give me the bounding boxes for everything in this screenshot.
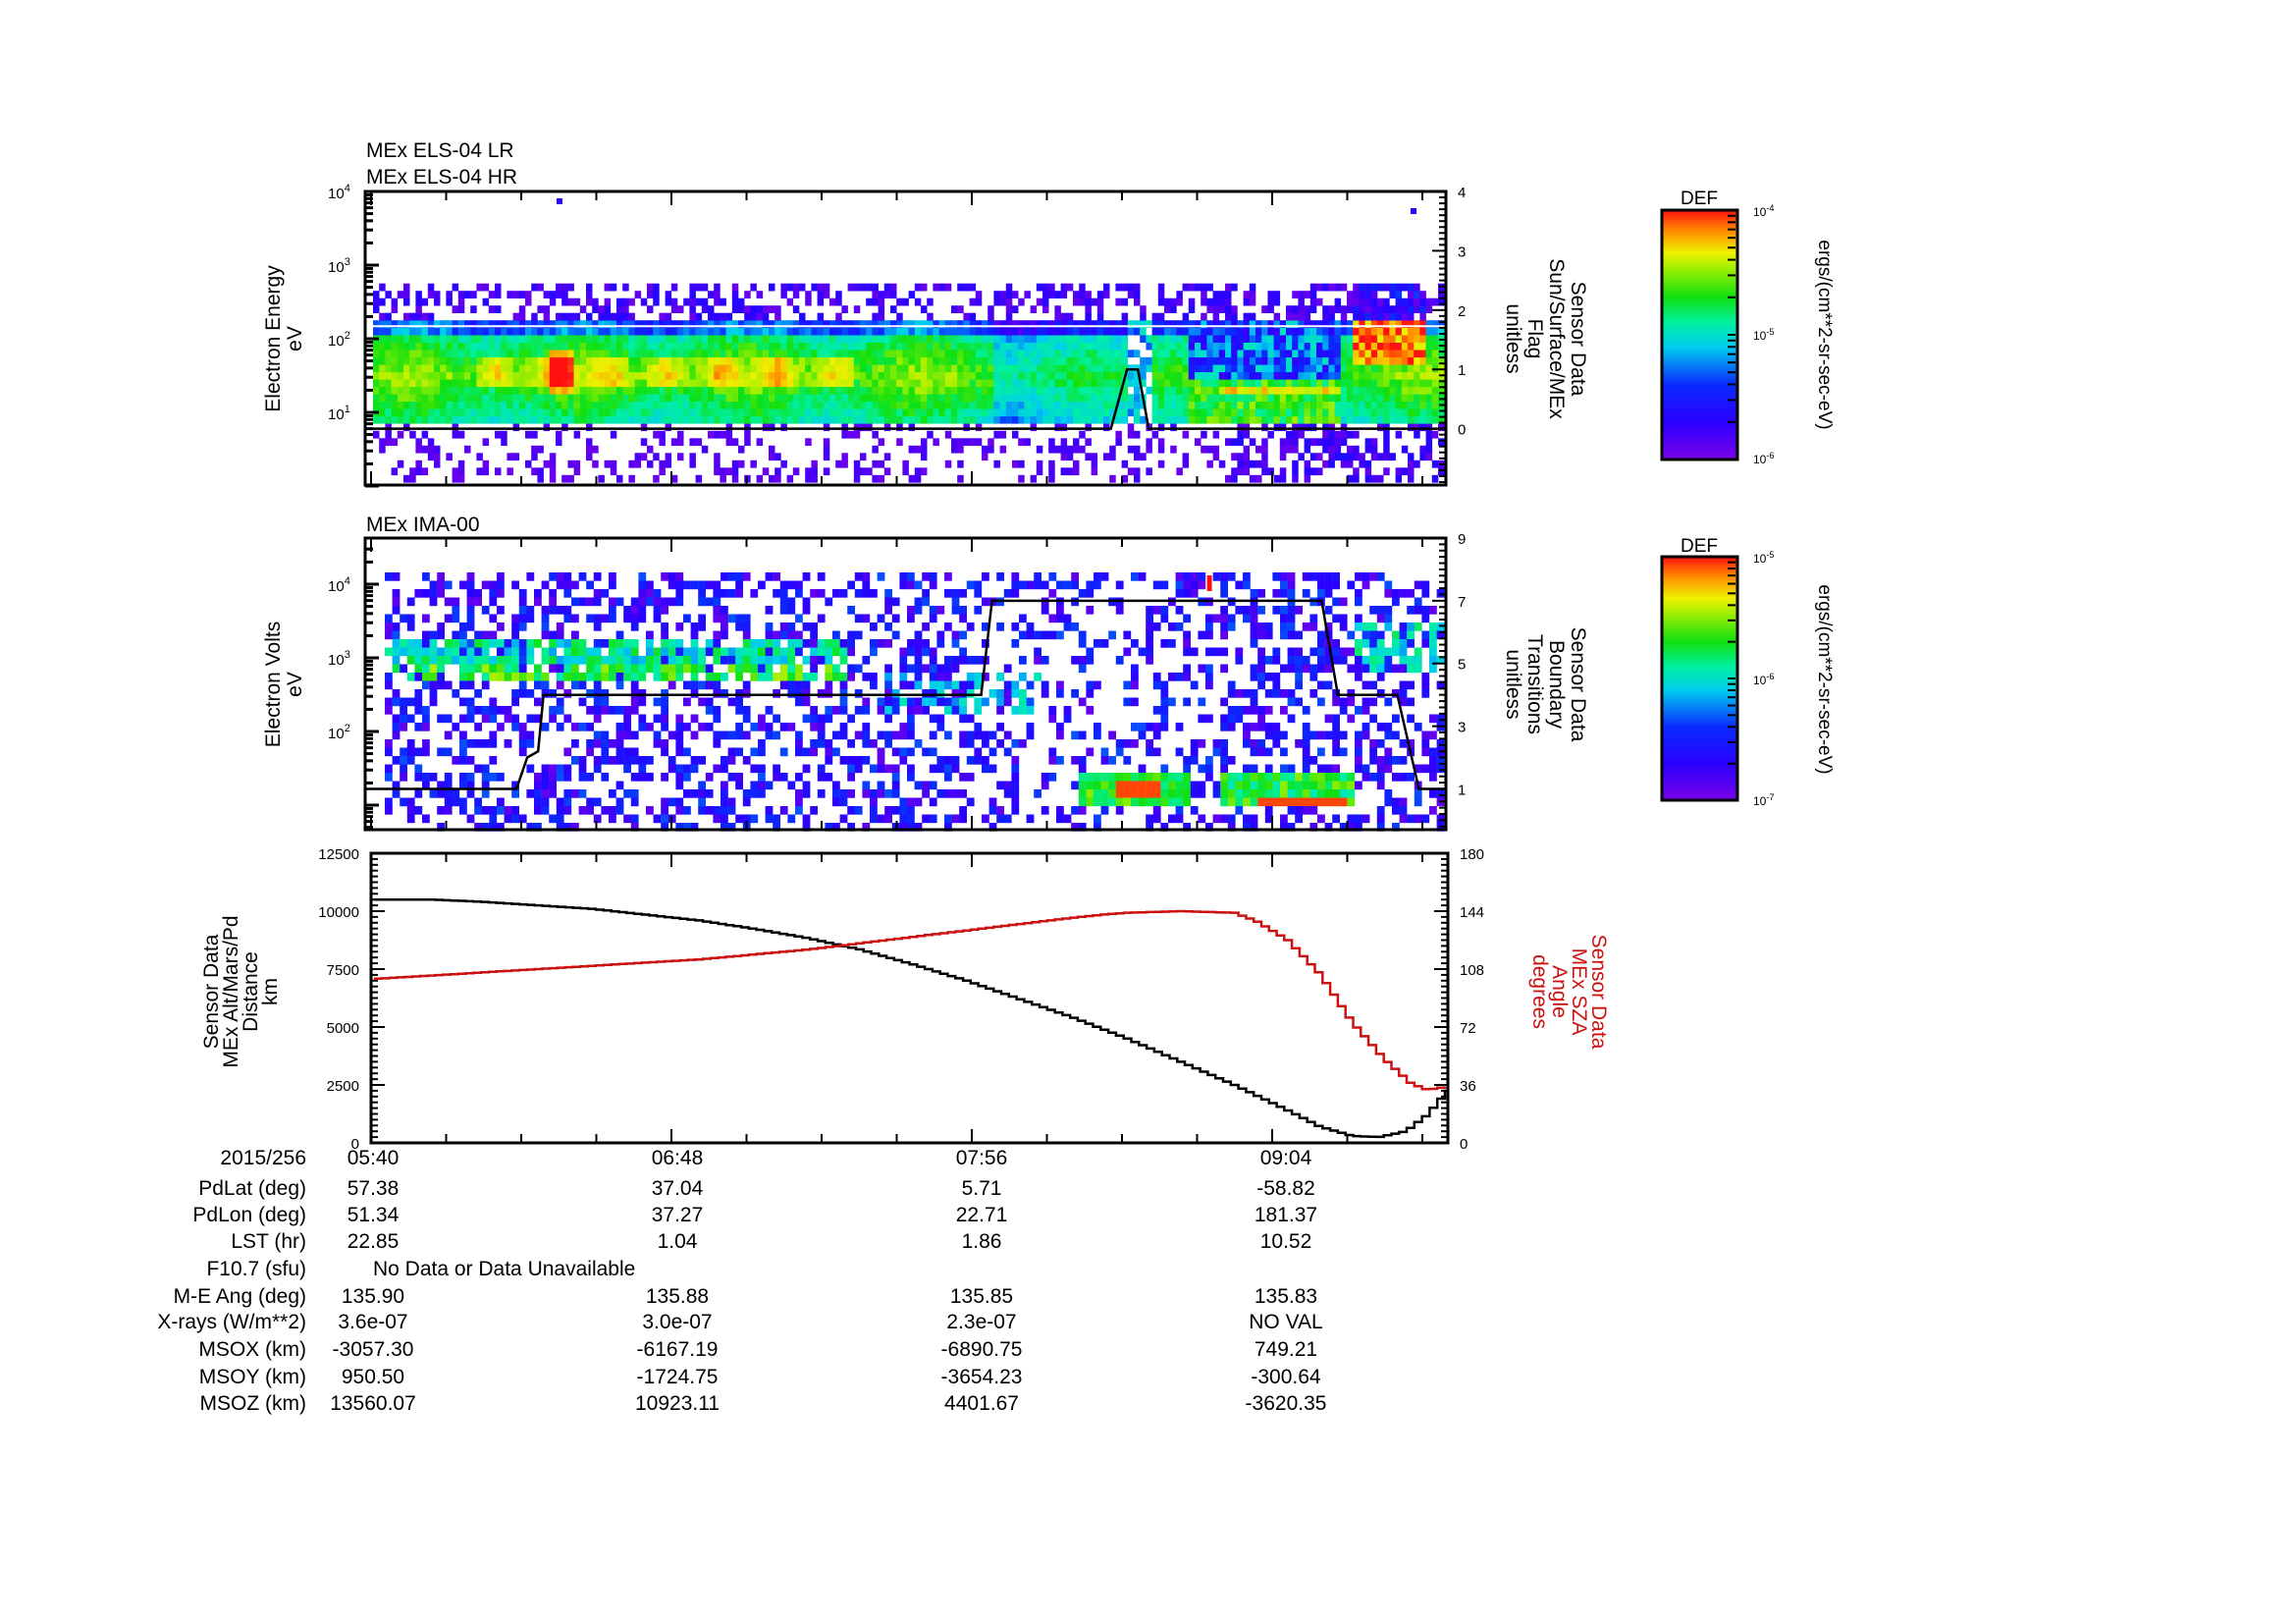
ephemeris-cell-lst: 10.52 xyxy=(1259,1230,1312,1253)
els-colorbar: DEF 10-4 10-5 10-6 ergs/(cm**2-sr-sec-eV… xyxy=(1660,189,1835,466)
els-colorbar-units: ergs/(cm**2-sr-sec-eV) xyxy=(1814,240,1835,429)
ephemeris-cell-pdlat: 5.71 xyxy=(961,1177,1002,1200)
els-ylabel-2: eV xyxy=(284,326,306,352)
ephemeris-cell-xrays: 3.6e-07 xyxy=(338,1311,408,1333)
svg-text:101: 101 xyxy=(328,404,350,423)
ima-colorbar: DEF 10-5 10-6 10-7 ergs/(cm**2-sr-sec-eV… xyxy=(1660,536,1835,808)
row-label-xrays: X-rays (W/m**2) xyxy=(157,1311,306,1333)
svg-text:1: 1 xyxy=(1458,362,1466,379)
row-label-date: 2015/256 xyxy=(220,1147,306,1169)
ephemeris-cell-pdlon: 22.71 xyxy=(955,1204,1008,1226)
ephemeris-cell-msox: -6890.75 xyxy=(940,1338,1023,1361)
ephemeris-cell-me_ang: 135.83 xyxy=(1254,1285,1318,1308)
svg-text:2: 2 xyxy=(1458,303,1466,320)
row-label-pdlon: PdLon (deg) xyxy=(192,1204,306,1226)
svg-text:3: 3 xyxy=(1458,243,1466,260)
ephemeris-cell-msoz: 13560.07 xyxy=(330,1392,416,1415)
els-ylabel-1: Electron Energy xyxy=(262,265,285,412)
ima-right-label: Sensor Data Boundary Transitions unitles… xyxy=(1502,627,1589,742)
row-label-msoy: MSOY (km) xyxy=(198,1366,306,1388)
ephemeris-cell-msoz: 10923.11 xyxy=(634,1392,721,1415)
svg-text:104: 104 xyxy=(328,183,350,202)
ephemeris-cell-msoy: -1724.75 xyxy=(636,1366,719,1388)
ephemeris-cell-msox: -6167.19 xyxy=(636,1338,719,1361)
row-label-msox: MSOX (km) xyxy=(198,1338,306,1361)
svg-text:102: 102 xyxy=(328,330,350,350)
svg-text:Flag: Flag xyxy=(1523,319,1546,359)
f107-value: No Data or Data Unavailable xyxy=(373,1258,636,1280)
svg-text:10-4: 10-4 xyxy=(1753,203,1774,219)
ephemeris-cell-pdlon: 37.27 xyxy=(651,1204,704,1226)
els-right-label: Sensor Data Sun/Surface/MEx Flag unitles… xyxy=(1502,258,1589,419)
row-label-lst: LST (hr) xyxy=(231,1230,306,1253)
ephemeris-cell-lst: 1.04 xyxy=(657,1230,698,1253)
els-colorbar-title: DEF xyxy=(1681,189,1718,209)
row-label-f107: F10.7 (sfu) xyxy=(206,1258,306,1280)
ephemeris-cell-msoz: -3620.35 xyxy=(1245,1392,1327,1415)
ephemeris-cell-time: 07:56 xyxy=(955,1147,1008,1169)
svg-text:unitless: unitless xyxy=(1502,303,1524,373)
ephemeris-cell-lst: 1.86 xyxy=(961,1230,1002,1253)
svg-text:103: 103 xyxy=(328,256,350,276)
ephemeris-cell-pdlon: 181.37 xyxy=(1254,1204,1318,1226)
ephemeris-cell-msoy: 950.50 xyxy=(341,1366,405,1388)
els-spectrogram xyxy=(365,198,1446,483)
svg-text:10-5: 10-5 xyxy=(1753,327,1774,343)
ima-colorbar-units: ergs/(cm**2-sr-sec-eV) xyxy=(1814,584,1835,774)
ephemeris-cell-msoy: -3654.23 xyxy=(940,1366,1023,1388)
ephemeris-cell-msoy: -300.64 xyxy=(1251,1366,1321,1388)
ima-ylabel-2: eV xyxy=(284,672,306,697)
row-label-pdlat: PdLat (deg) xyxy=(198,1177,306,1200)
ephemeris-cell-pdlat: -58.82 xyxy=(1256,1177,1315,1200)
ephemeris-cell-xrays: 2.3e-07 xyxy=(946,1311,1017,1333)
ephemeris-cell-me_ang: 135.90 xyxy=(341,1285,405,1308)
orbit-right-label: Sensor Data MEx SZA Angle degrees xyxy=(1528,935,1610,1050)
ephemeris-cell-msox: -3057.30 xyxy=(332,1338,414,1361)
orbit-lines xyxy=(374,897,1447,1139)
svg-text:0: 0 xyxy=(1458,422,1466,439)
els-title-hr: MEx ELS-04 HR xyxy=(366,166,517,189)
ephemeris-cell-time: 06:48 xyxy=(651,1147,704,1169)
els-panel: MEx ELS-04 LR MEx ELS-04 HR 0 1 2 3 4 104 103 1… xyxy=(262,139,1835,488)
row-label-me-ang: M-E Ang (deg) xyxy=(173,1285,306,1308)
els-title-lr: MEx ELS-04 LR xyxy=(366,139,514,162)
svg-text:10-6: 10-6 xyxy=(1753,451,1774,466)
ima-colorbar-title: DEF xyxy=(1681,536,1718,557)
ima-title: MEx IMA-00 xyxy=(366,514,480,536)
orbit-left-label: Sensor Data MEx Alt/Mars/Pd Distance km xyxy=(200,915,282,1067)
els-axes: 0 1 2 3 4 104 103 102 101 xyxy=(328,183,1466,488)
ephemeris-cell-time: 09:04 xyxy=(1259,1147,1312,1169)
ephemeris-cell-time: 05:40 xyxy=(347,1147,400,1169)
ima-spectrogram xyxy=(365,572,1446,832)
ephemeris-cell-me_ang: 135.88 xyxy=(645,1285,710,1308)
svg-text:Sensor Data: Sensor Data xyxy=(1567,282,1589,397)
svg-text:Sun/Surface/MEx: Sun/Surface/MEx xyxy=(1545,258,1568,419)
ephemeris-cell-lst: 22.85 xyxy=(347,1230,400,1253)
ephemeris-cell-xrays: 3.0e-07 xyxy=(642,1311,713,1333)
ephemeris-cell-msox: 749.21 xyxy=(1254,1338,1318,1361)
ephemeris-cell-pdlon: 51.34 xyxy=(347,1204,400,1226)
ephemeris-cell-xrays: NO VAL xyxy=(1249,1311,1323,1333)
ephemeris-cell-me_ang: 135.85 xyxy=(949,1285,1014,1308)
ephemeris-cell-pdlat: 37.04 xyxy=(651,1177,704,1200)
svg-text:4: 4 xyxy=(1458,185,1466,201)
ephemeris-cell-pdlat: 57.38 xyxy=(347,1177,400,1200)
row-label-msoz: MSOZ (km) xyxy=(199,1392,306,1415)
ima-ylabel-1: Electron Volts xyxy=(262,622,285,747)
ephemeris-cell-msoz: 4401.67 xyxy=(944,1392,1019,1415)
